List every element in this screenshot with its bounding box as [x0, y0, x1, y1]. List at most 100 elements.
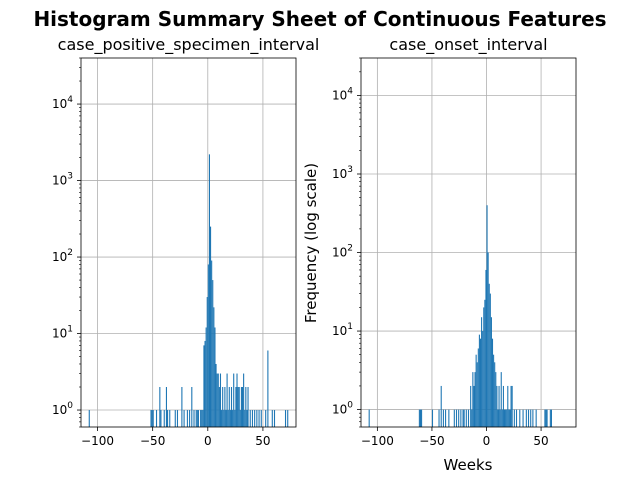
histogram-bar: [151, 410, 153, 427]
histogram-bar: [545, 409, 547, 427]
histogram-bar: [196, 410, 198, 427]
histogram-bar: [491, 338, 494, 427]
panel-title: case_onset_interval: [389, 35, 547, 55]
histogram-bar: [155, 410, 158, 427]
histogram-bar: [506, 409, 508, 427]
histogram-bar: [470, 385, 472, 427]
histogram-bar: [245, 387, 247, 427]
histogram-bar: [481, 317, 483, 427]
y-tick-label: 100: [332, 401, 353, 417]
histogram-bar: [507, 385, 509, 427]
histogram-bar: [181, 387, 183, 427]
histogram-bar: [229, 410, 231, 427]
histogram-bar: [251, 410, 253, 427]
histogram-bar: [519, 409, 521, 427]
y-tick-label: 100: [52, 401, 73, 417]
panel-case-positive-specimen-interval: −100 −50 0 50 100 101 102 103 104 case_positive_…: [52, 35, 319, 448]
histogram-bar: [458, 409, 460, 427]
histogram-bar: [214, 327, 216, 427]
histogram-bar: [284, 410, 287, 427]
histogram-bar: [419, 409, 422, 427]
histogram-bar: [497, 409, 499, 427]
histogram-bar: [211, 260, 213, 427]
histogram-bar: [273, 410, 276, 427]
histogram-bar: [167, 410, 169, 427]
y-tick-label: 101: [52, 325, 73, 341]
histogram-bar: [218, 387, 220, 427]
histogram-bar: [487, 252, 489, 427]
histogram-bar: [213, 307, 215, 427]
histogram-bar: [244, 410, 246, 427]
histogram-bar: [489, 293, 491, 427]
histogram-bar: [501, 409, 503, 427]
y-tick-label: 104: [52, 95, 73, 111]
histogram-bar: [88, 410, 90, 427]
panel-title: case_positive_specimen_interval: [58, 35, 320, 55]
histogram-bar: [202, 410, 204, 427]
histogram-bar: [241, 387, 244, 427]
histogram-bar: [494, 362, 496, 427]
x-tick-label: −50: [140, 434, 165, 448]
histogram-bar: [239, 410, 241, 427]
x-axis-label: Weeks: [444, 456, 493, 474]
histogram-bar: [215, 363, 217, 427]
histogram-bar: [525, 409, 527, 427]
histogram-bar: [460, 409, 462, 427]
x-tick-label: −100: [81, 434, 114, 448]
histogram-bar: [205, 327, 207, 427]
histogram-bar: [150, 410, 152, 427]
histogram-bar: [535, 409, 537, 427]
histogram-bar: [511, 385, 513, 427]
y-tick-label: 101: [332, 322, 353, 338]
x-tick-label: 0: [483, 434, 491, 448]
histogram-bar: [228, 387, 230, 427]
histogram-bar: [488, 283, 490, 427]
histogram-bar: [500, 372, 502, 427]
histogram-bar: [546, 409, 548, 427]
histogram-bar: [499, 409, 501, 427]
histogram-bar: [550, 409, 552, 427]
histogram-bar: [204, 340, 206, 427]
histogram-bar: [510, 385, 512, 427]
histogram-bar: [227, 410, 229, 427]
histogram-bar: [442, 409, 444, 427]
histogram-bar: [503, 409, 506, 427]
y-tick-label: 102: [52, 248, 73, 264]
histogram-bar: [271, 410, 273, 427]
histogram-bar: [186, 410, 188, 427]
histogram-bar: [418, 409, 420, 427]
y-axis-label: Frequency (log scale): [302, 163, 320, 323]
histogram-bar: [237, 387, 239, 427]
x-tick-label: 50: [533, 434, 548, 448]
histogram-bar: [224, 387, 226, 427]
histogram-bar: [509, 409, 511, 427]
histogram-bar: [474, 372, 476, 427]
histogram-bar: [235, 387, 237, 427]
histogram-bar: [502, 385, 504, 427]
histogram-bar: [508, 409, 510, 427]
histogram-bar: [505, 409, 507, 427]
histogram-bar: [549, 409, 551, 427]
histogram-bar: [532, 409, 534, 427]
histogram-bar: [260, 410, 262, 427]
y-tick-label: 104: [332, 86, 353, 102]
histogram-bar: [515, 409, 518, 427]
histogram-bar: [238, 387, 240, 427]
histogram-bar: [485, 269, 487, 427]
histogram-bar: [249, 410, 251, 427]
histogram-bar: [265, 410, 267, 427]
histogram-bar: [232, 410, 234, 427]
histogram-bar: [258, 410, 260, 427]
histogram-bar: [440, 385, 442, 427]
histogram-bar: [527, 409, 530, 427]
histogram-bar: [217, 373, 219, 427]
histogram-bar: [522, 409, 524, 427]
histogram-bar: [174, 410, 176, 427]
histogram-bar: [201, 410, 203, 427]
histogram-bar: [219, 373, 222, 427]
histogram-bar: [226, 373, 228, 427]
histogram-bar: [165, 387, 167, 427]
histogram-bar: [193, 410, 195, 427]
histogram-bar: [240, 387, 242, 427]
histogram-bar: [465, 409, 467, 427]
